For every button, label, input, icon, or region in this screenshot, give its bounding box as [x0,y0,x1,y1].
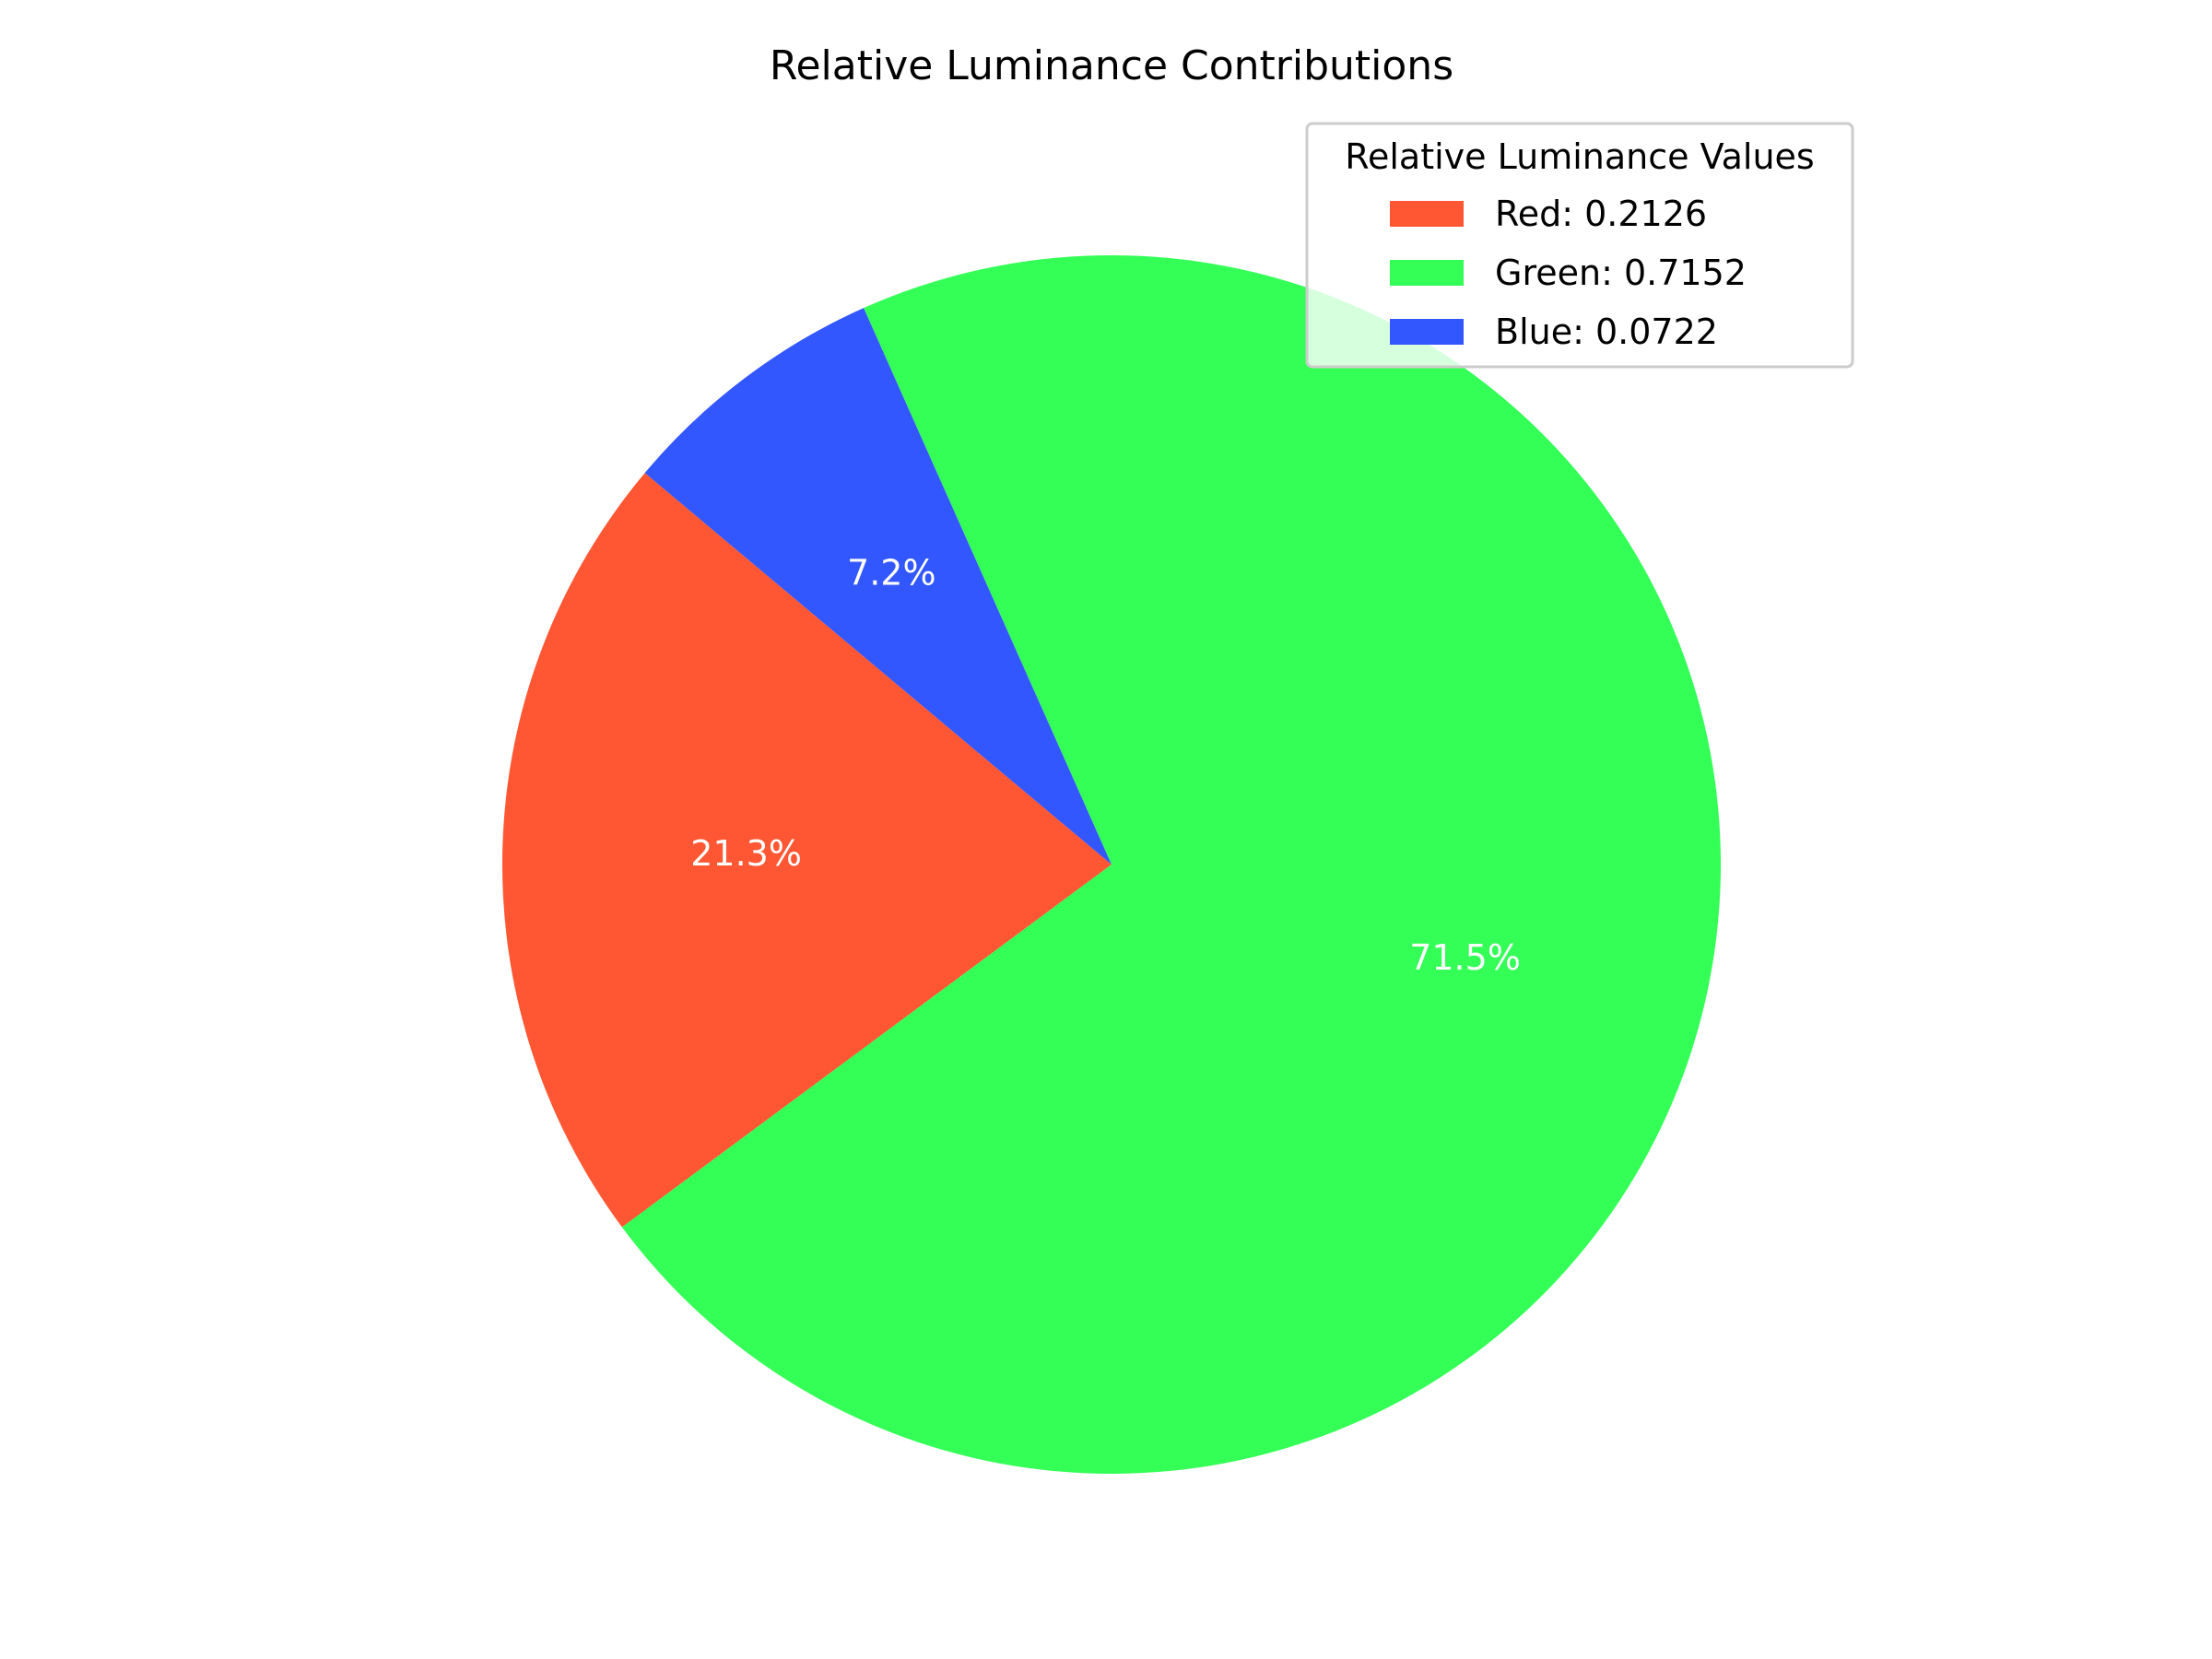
legend-swatch-red [1390,201,1464,227]
legend-label-blue: Blue: 0.0722 [1495,312,1718,352]
legend-entries: Red: 0.2126 Green: 0.7152 Blue: 0.0722 [1390,194,1747,352]
slice-label-green: 71.5% [1409,937,1521,978]
slice-label-red: 21.3% [690,833,802,874]
legend: Relative Luminance Values Red: 0.2126 Gre… [1305,122,1854,369]
legend-title: Relative Luminance Values [1345,136,1814,177]
legend-frame [1305,122,1854,369]
pie-slice-labels: 21.3% 71.5% 7.2% [690,552,1521,978]
legend-swatch-green [1390,260,1464,286]
legend-label-red: Red: 0.2126 [1495,194,1707,234]
legend-label-green: Green: 0.7152 [1495,253,1747,293]
slice-label-blue: 7.2% [847,552,936,593]
pie-slices [501,255,1722,1474]
legend-swatch-blue [1390,319,1464,345]
pie-slice-green [621,255,1722,1474]
pie-slice-blue [644,308,1112,865]
pie-slice-red [501,473,1112,1228]
chart-title: Relative Luminance Contributions [770,42,1453,89]
